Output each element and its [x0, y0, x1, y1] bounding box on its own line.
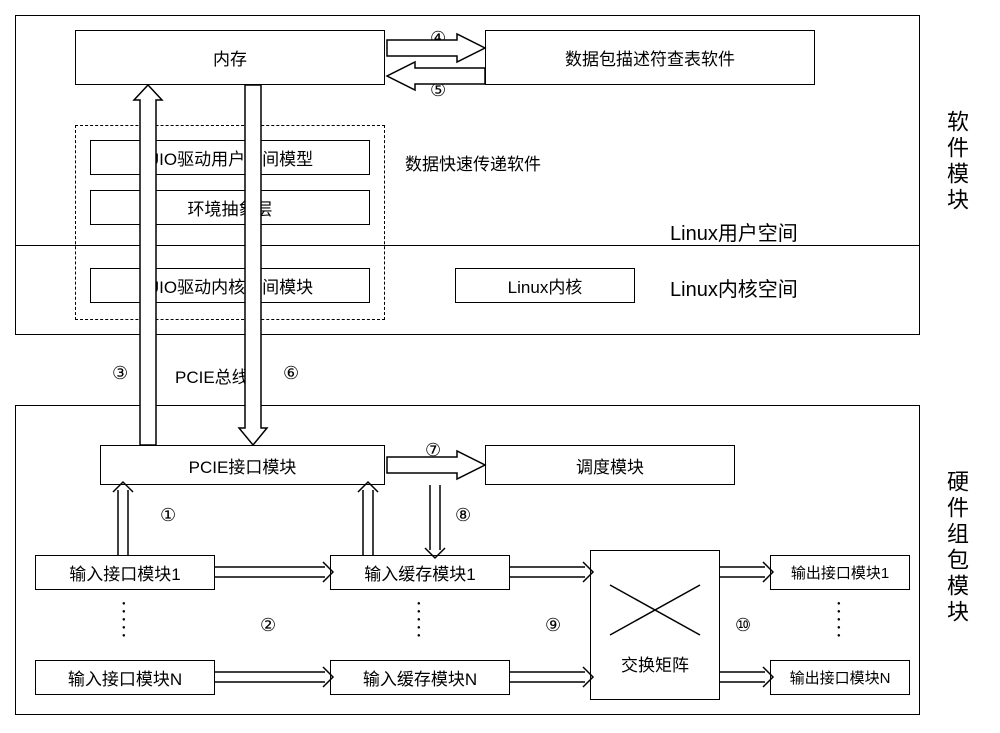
num-3: ③	[112, 363, 128, 384]
out-if-1-label: 输出接口模块1	[791, 562, 889, 583]
dots-3: ●●●●●	[837, 600, 841, 640]
num-10: ⑩	[735, 615, 751, 636]
sched-label: 调度模块	[576, 453, 644, 478]
num-8: ⑧	[455, 505, 471, 526]
in-if-1-box: 输入接口模块1	[35, 555, 215, 590]
kernel-space-label: Linux内核空间	[670, 273, 798, 302]
env-layer-label: 环境抽象层	[188, 195, 273, 220]
sw-module-vlabel: 软件模块	[940, 110, 972, 214]
hw-module-vlabel: 硬件组包模块	[940, 470, 972, 626]
dots-2: ●●●●●	[417, 600, 421, 640]
switch-label: 交换矩阵	[621, 651, 689, 676]
dots-1: ●●●●●	[122, 600, 126, 640]
uio-kernel-label: UIO驱动内核空间模块	[147, 273, 313, 298]
in-buf-1-box: 输入缓存模块1	[330, 555, 510, 590]
pcie-if-box: PCIE接口模块	[100, 445, 385, 485]
uio-user-label: UIO驱动用户空间模型	[147, 145, 313, 170]
in-buf-n-label: 输入缓存模块N	[363, 665, 477, 690]
in-if-1-label: 输入接口模块1	[69, 560, 180, 585]
lookup-label: 数据包描述符查表软件	[565, 45, 735, 70]
in-if-n-box: 输入接口模块N	[35, 660, 215, 695]
pcie-bus-label: PCIE总线	[175, 363, 249, 388]
uio-kernel-box: UIO驱动内核空间模块	[90, 268, 370, 303]
switch-box: 交换矩阵	[590, 550, 720, 700]
num-4: ④	[430, 28, 446, 49]
num-5: ⑤	[430, 80, 446, 101]
out-if-1-box: 输出接口模块1	[770, 555, 910, 590]
linux-kernel-label: Linux内核	[508, 273, 583, 298]
linux-kernel-box: Linux内核	[455, 268, 635, 303]
memory-label: 内存	[213, 45, 247, 70]
out-if-n-box: 输出接口模块N	[770, 660, 910, 695]
fast-sw-label: 数据快速传递软件	[405, 150, 541, 175]
memory-box: 内存	[75, 30, 385, 85]
num-1: ①	[160, 505, 176, 526]
lookup-box: 数据包描述符查表软件	[485, 30, 815, 85]
num-7: ⑦	[425, 440, 441, 461]
env-layer-box: 环境抽象层	[90, 190, 370, 225]
num-2: ②	[260, 615, 276, 636]
uio-user-box: UIO驱动用户空间模型	[90, 140, 370, 175]
in-buf-1-label: 输入缓存模块1	[364, 560, 475, 585]
sched-box: 调度模块	[485, 445, 735, 485]
num-6: ⑥	[283, 363, 299, 384]
diagram-root: 内存 数据包描述符查表软件 UIO驱动用户空间模型 环境抽象层 UIO驱动内核空…	[10, 10, 990, 723]
in-if-n-label: 输入接口模块N	[68, 665, 182, 690]
pcie-if-label: PCIE接口模块	[189, 453, 297, 478]
in-buf-n-box: 输入缓存模块N	[330, 660, 510, 695]
num-9: ⑨	[545, 615, 561, 636]
out-if-n-label: 输出接口模块N	[790, 667, 891, 688]
user-space-label: Linux用户空间	[670, 217, 798, 246]
